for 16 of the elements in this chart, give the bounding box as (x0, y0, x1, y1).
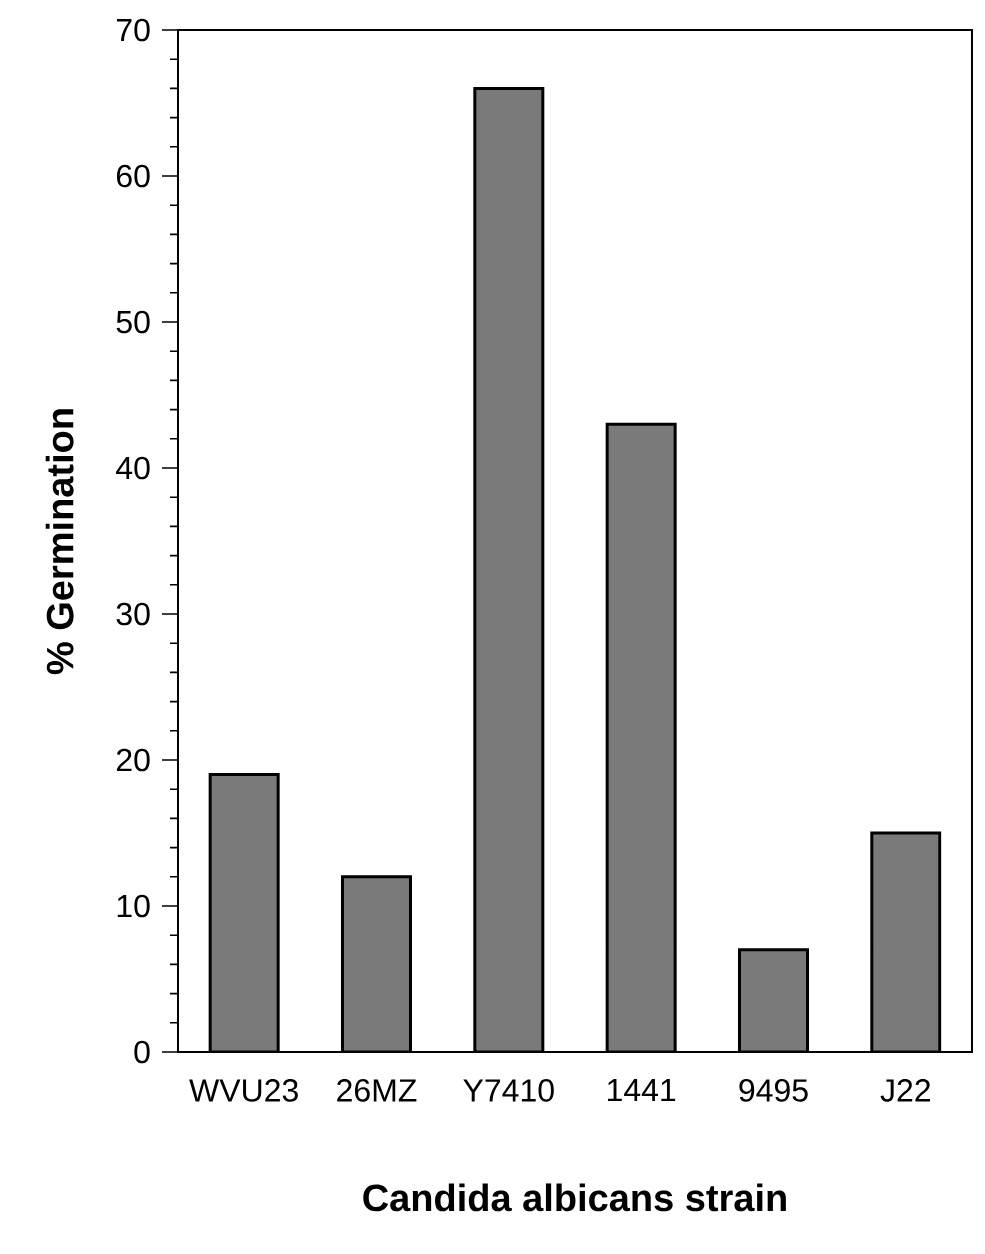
x-tick-label: J22 (880, 1079, 930, 1102)
y-tick-label: 70 (116, 18, 150, 42)
y-tick-label: 60 (116, 164, 150, 188)
y-tick-label: 30 (116, 602, 150, 626)
x-tick-label: 9495 (739, 1079, 808, 1102)
x-axis-title: Candida albicans strain (363, 1183, 786, 1212)
y-tick-label: 40 (116, 456, 150, 480)
y-tick-label: 50 (116, 310, 150, 334)
y-tick-label: 10 (117, 894, 150, 918)
x-tick-label: WVU23 (189, 1079, 298, 1102)
y-tick-label: 20 (116, 748, 150, 772)
x-tick-label: Y7410 (463, 1079, 554, 1102)
y-axis-title: % Germination (45, 409, 74, 675)
x-tick-label: 1441 (608, 1079, 676, 1102)
x-tick-label: 26MZ (337, 1079, 417, 1102)
y-tick-label: 0 (134, 1040, 150, 1064)
